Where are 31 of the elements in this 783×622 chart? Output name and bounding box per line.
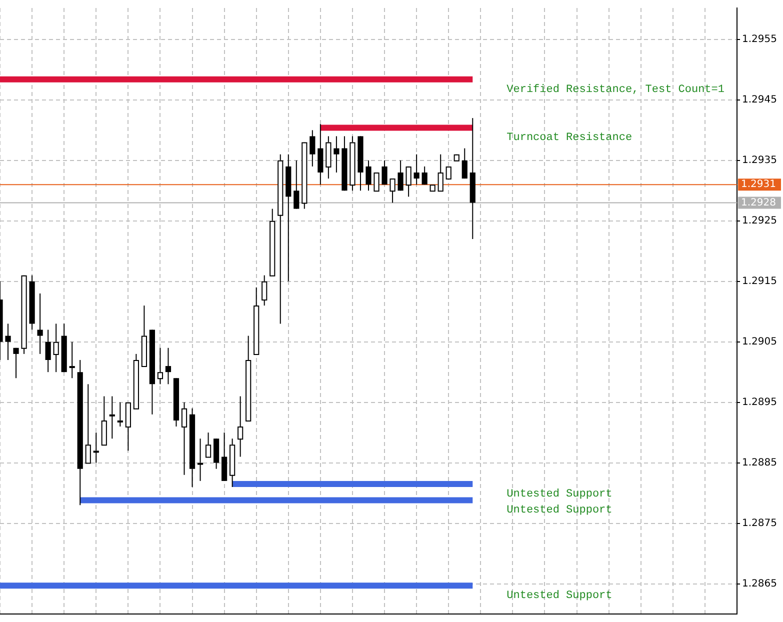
y-tick-label: 1.2925 <box>742 215 777 226</box>
candlestick <box>366 160 372 192</box>
candlestick <box>334 136 340 174</box>
y-tick-label: 1.2885 <box>742 457 777 468</box>
text: Untested Support <box>506 504 612 517</box>
candlestick <box>13 347 19 379</box>
y-tick-label: 1.2875 <box>742 518 777 529</box>
y-tick-label: 1.2915 <box>742 276 777 287</box>
y-tick-label: 1.2945 <box>742 94 777 106</box>
candlestick <box>45 329 51 373</box>
candlestick <box>382 160 388 186</box>
text: Untested Support <box>506 590 612 602</box>
candlestick <box>310 130 316 167</box>
text: Untested Support <box>506 488 612 500</box>
candlestick <box>422 166 428 186</box>
y-tick-label: 1.2955 <box>742 34 777 46</box>
y-tick-label: 1.2865 <box>742 578 777 590</box>
candlestick <box>165 347 172 385</box>
candlestick <box>294 160 300 210</box>
text: Turncoat Resistance <box>506 132 632 144</box>
candlestick <box>398 160 404 192</box>
y-tick-label: 1.2905 <box>742 336 777 348</box>
candlestick <box>414 154 420 186</box>
y-tick-label: 1.2895 <box>742 396 777 408</box>
text: Verified Resistance, Test Count=1 <box>506 84 725 96</box>
candlestick <box>37 292 43 354</box>
candlestick <box>5 323 11 360</box>
ref-line-label: 1.2931 <box>741 179 776 190</box>
y-tick-label: 1.2935 <box>742 155 777 166</box>
candlestick <box>462 148 468 180</box>
ref-line-label: 1.2928 <box>741 197 776 208</box>
